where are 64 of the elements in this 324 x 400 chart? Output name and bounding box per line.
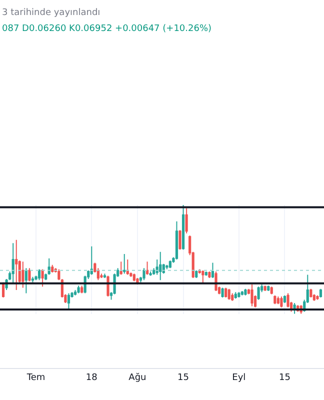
candlestick <box>280 296 283 308</box>
candlestick <box>211 262 214 278</box>
candlestick <box>267 285 270 292</box>
candlestick <box>208 270 211 278</box>
candlestick <box>74 289 77 296</box>
x-tick-label: Ağu <box>128 372 146 383</box>
x-tick-label: Tem <box>26 372 46 383</box>
text: 087 D0.06260 K0.06952 +0.00647 (+10.26%) <box>2 24 212 34</box>
candlestick <box>221 287 224 298</box>
candlestick <box>250 284 254 307</box>
x-tick-label: 15 <box>178 372 189 383</box>
candlestick <box>319 288 322 298</box>
candlestick <box>231 292 234 302</box>
candlestick <box>224 287 228 298</box>
candlestick <box>234 292 237 300</box>
candlestick <box>31 276 34 283</box>
candlestick <box>15 239 18 290</box>
candlestick <box>175 220 178 260</box>
x-tick-label: 18 <box>86 372 98 383</box>
candlestick <box>276 296 280 305</box>
candlestick <box>67 292 70 310</box>
candlestick <box>120 261 122 276</box>
candlestick <box>270 286 273 295</box>
candlestick <box>283 294 286 304</box>
candlestick <box>28 268 31 282</box>
candlestick <box>274 294 276 305</box>
candlestick <box>41 270 44 288</box>
candlestick <box>159 251 162 281</box>
candlestick <box>106 275 110 297</box>
candlestick <box>202 270 204 284</box>
candlestick <box>228 288 230 300</box>
candlestick <box>178 230 182 250</box>
candlestick <box>80 285 84 294</box>
candlestick <box>149 270 152 276</box>
candlestick <box>90 246 93 276</box>
candlestick <box>286 292 290 308</box>
candlestick <box>310 288 312 298</box>
candlestick <box>132 273 136 282</box>
candlestick <box>257 286 260 300</box>
candlestick <box>24 268 28 294</box>
candlestick <box>316 294 319 300</box>
candlestick <box>264 285 266 292</box>
x-tick-label: 15 <box>279 372 290 383</box>
candlestick <box>103 273 106 278</box>
candlestick <box>238 292 240 298</box>
candlestick <box>123 254 126 274</box>
candlestick <box>195 270 198 278</box>
x-tick-label: Eyl <box>232 372 246 383</box>
candlestick <box>12 242 14 284</box>
candlestick <box>136 277 139 285</box>
candlestick <box>240 290 244 296</box>
candlestick <box>77 285 80 294</box>
text: 3 tarihinde yayınlandı <box>2 8 100 18</box>
candlestick <box>22 261 24 288</box>
candlestick <box>142 268 146 281</box>
candlestick <box>168 260 172 269</box>
candlestick <box>51 264 54 274</box>
candlestick <box>185 208 188 234</box>
candlestick <box>126 258 129 276</box>
candlestick <box>204 270 208 276</box>
candlestick <box>166 264 168 270</box>
candlestick <box>38 268 41 281</box>
candlestick <box>146 261 149 276</box>
candlestick <box>244 288 247 296</box>
